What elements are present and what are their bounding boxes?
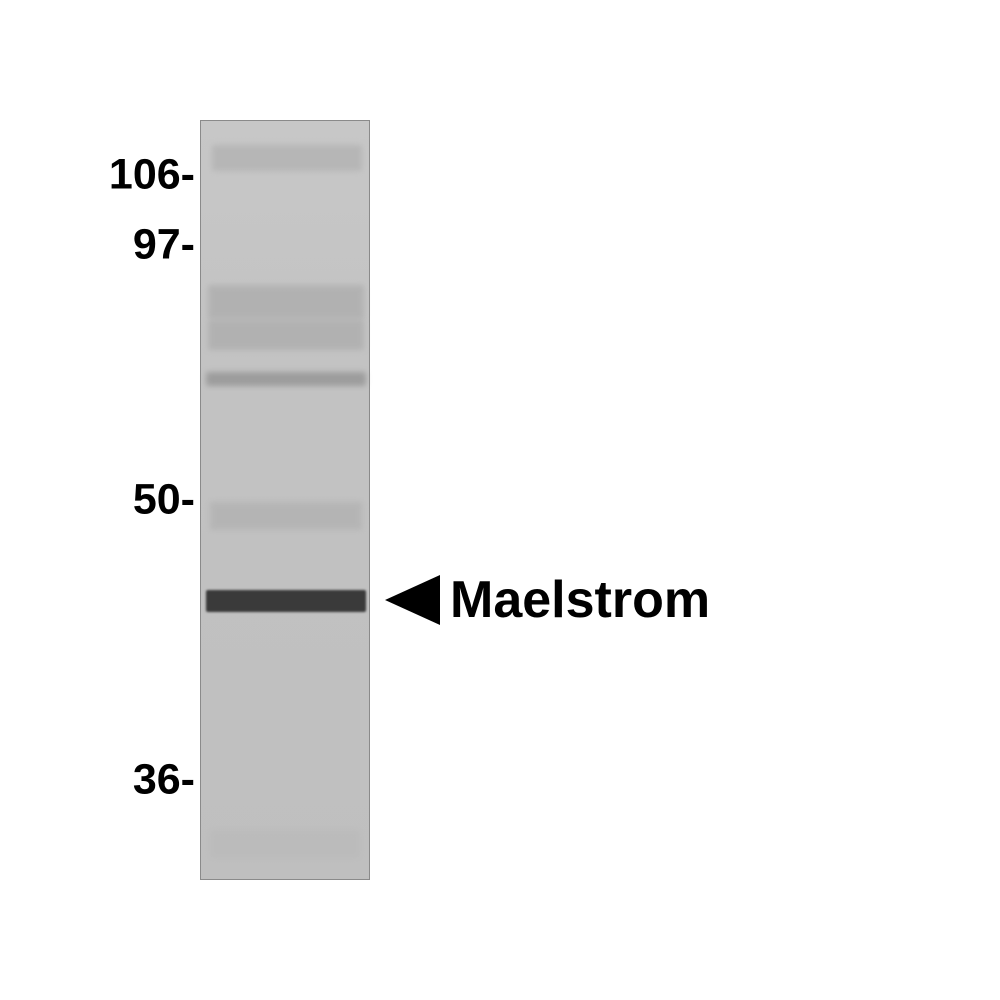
- blot-figure: 106- 97- 50- 36- Maelstrom: [0, 0, 1000, 1000]
- mw-marker-label: 50-: [133, 476, 195, 525]
- annotation-label: Maelstrom: [450, 570, 710, 630]
- background-band: [208, 285, 364, 319]
- annotation-arrow: [385, 575, 440, 625]
- mw-marker-label: 106-: [109, 151, 195, 200]
- blot-lane: [200, 120, 370, 880]
- mw-marker-label: 36-: [133, 756, 195, 805]
- background-band: [212, 145, 362, 171]
- background-band: [210, 830, 360, 858]
- background-band: [208, 320, 364, 350]
- mw-marker-label: 97-: [133, 221, 195, 270]
- target-band: [206, 590, 366, 612]
- background-band: [206, 372, 366, 386]
- background-band: [210, 502, 362, 530]
